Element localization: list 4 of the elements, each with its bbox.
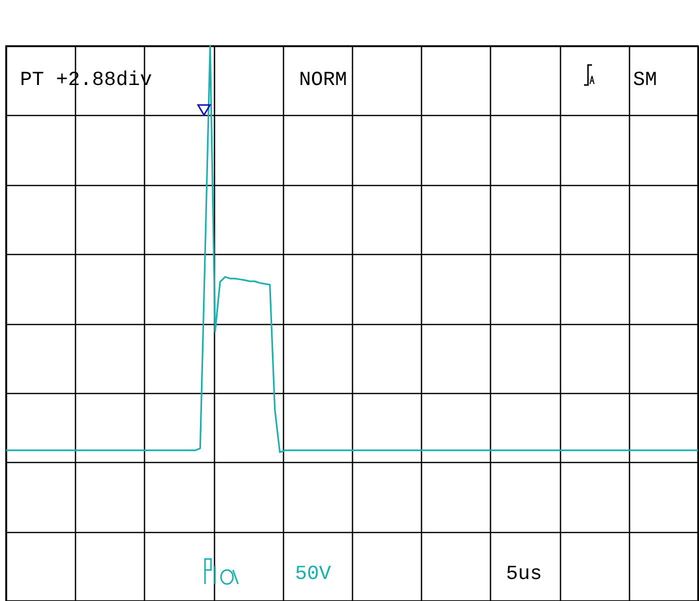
text: 50V xyxy=(295,563,332,586)
annotation: NORM xyxy=(299,69,348,92)
text: 5us xyxy=(506,563,542,586)
annotation: SM xyxy=(633,69,658,92)
